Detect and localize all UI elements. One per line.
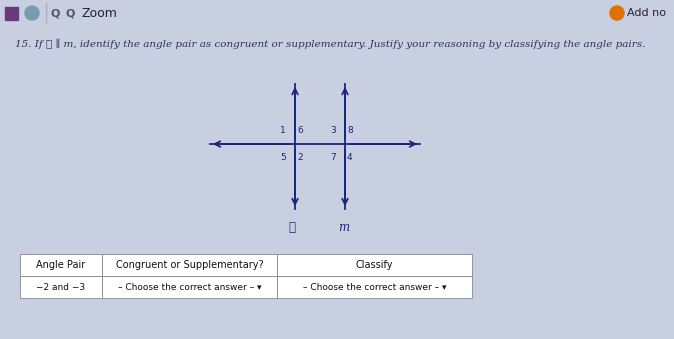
Text: Q: Q [65,8,75,18]
Bar [102,276,277,298]
Bar [20,254,102,276]
Text: Q: Q [51,8,60,18]
Bar [102,254,277,276]
Text: – Choose the correct answer – ▾: – Choose the correct answer – ▾ [118,282,262,292]
Text: 3: 3 [330,126,336,135]
Text: m: m [338,221,350,234]
Text: 15. If ℓ ∥ m, identify the angle pair as congruent or supplementary. Justify you: 15. If ℓ ∥ m, identify the angle pair as… [15,39,646,49]
Bar [5,7,18,20]
Circle shape [25,6,39,20]
Text: 6: 6 [297,126,303,135]
Text: 5: 5 [280,153,286,162]
Text: Zoom: Zoom [82,6,118,20]
Text: 7: 7 [330,153,336,162]
Text: Angle Pair: Angle Pair [36,260,86,270]
Text: – Choose the correct answer – ▾: – Choose the correct answer – ▾ [303,282,446,292]
Text: Classify: Classify [356,260,393,270]
Text: 2: 2 [297,153,303,162]
Text: −2 and −3: −2 and −3 [36,282,86,292]
Text: 1: 1 [280,126,286,135]
Text: Congruent or Supplementary?: Congruent or Supplementary? [116,260,264,270]
Bar [277,276,472,298]
Circle shape [610,6,624,20]
Text: 8: 8 [347,126,353,135]
Bar [277,254,472,276]
Text: Add no: Add no [627,8,666,18]
Text: ℓ: ℓ [288,221,295,234]
Text: 4: 4 [347,153,353,162]
Bar [20,276,102,298]
